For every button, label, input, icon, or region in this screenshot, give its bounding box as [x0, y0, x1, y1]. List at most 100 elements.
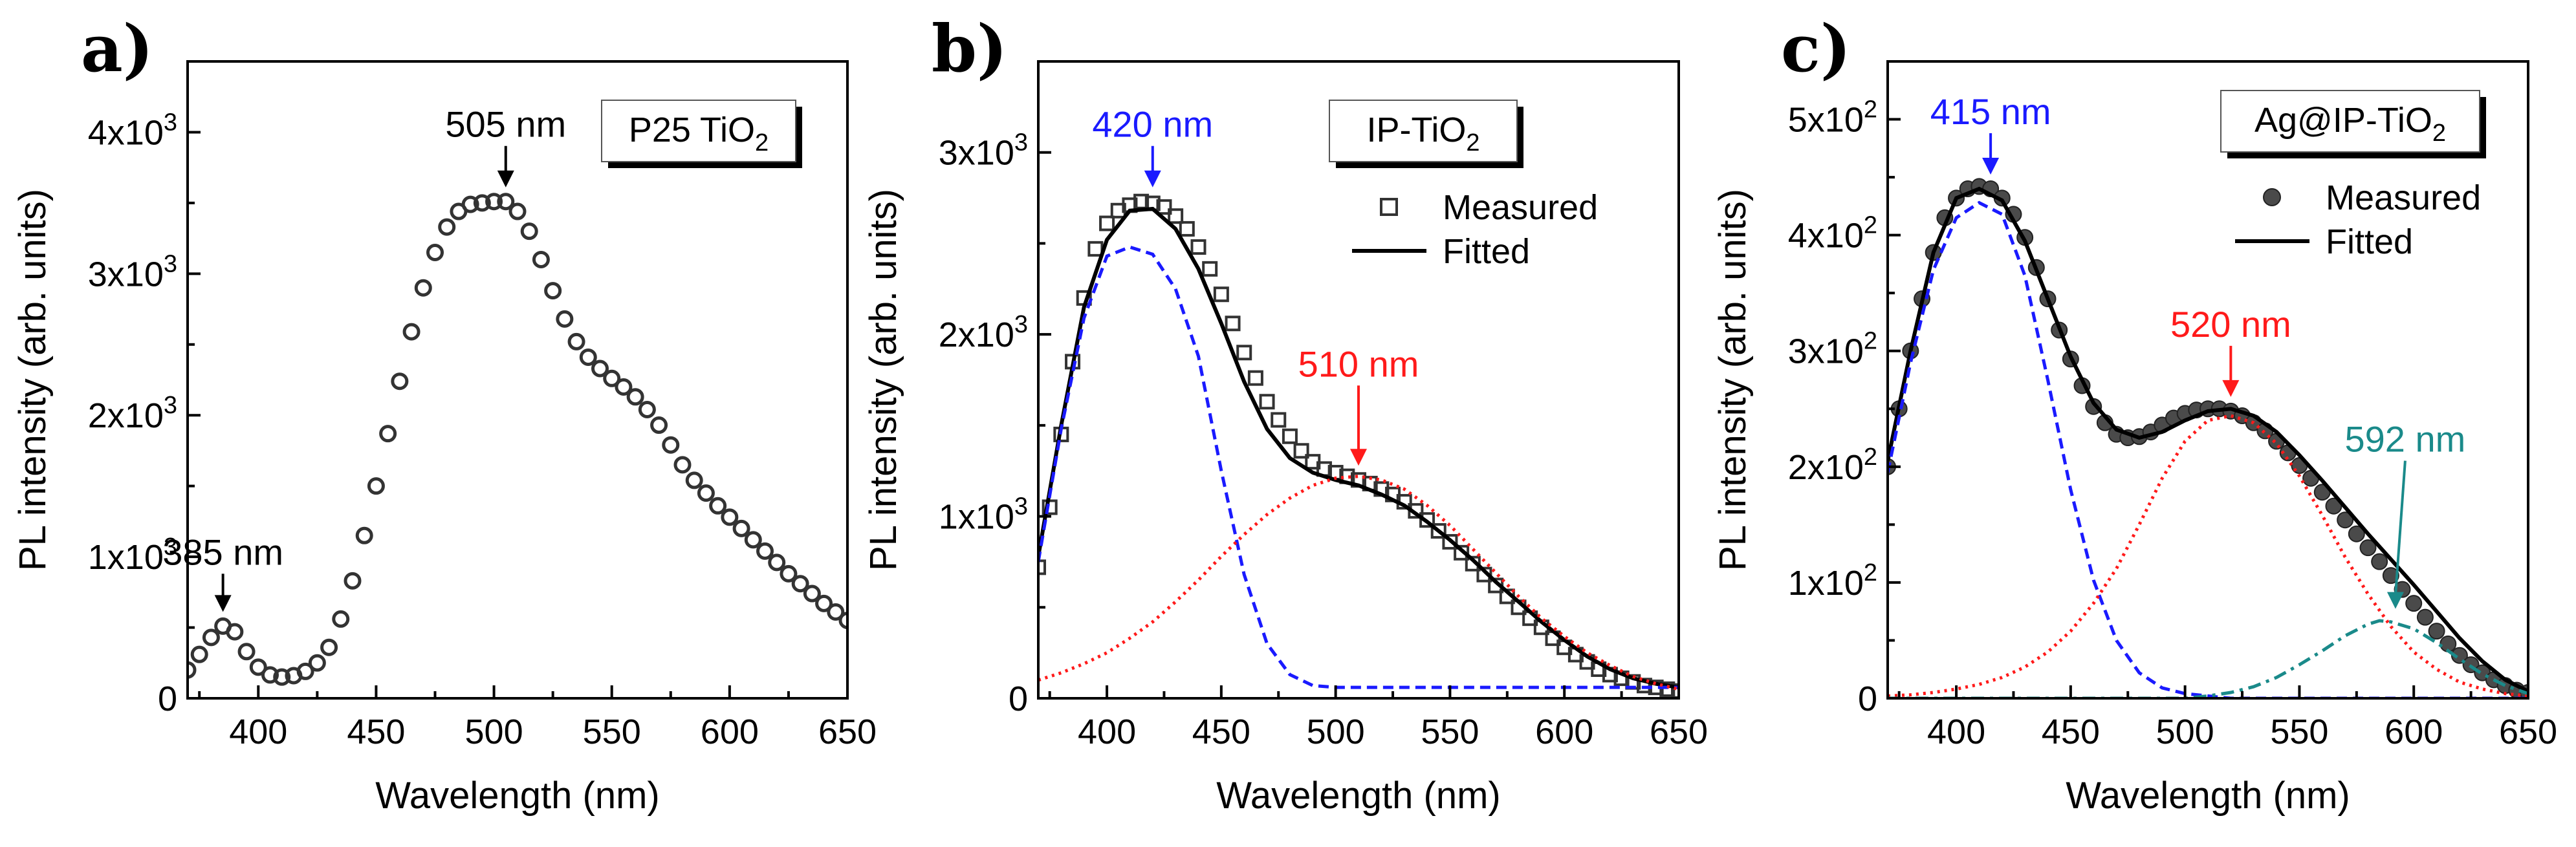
- data-point: [697, 484, 715, 502]
- data-point: [320, 638, 338, 656]
- data-point: [1038, 559, 1046, 575]
- data-point: [461, 195, 479, 213]
- annotation-label: 510 nm: [1298, 343, 1419, 384]
- y-tick-label: 0: [158, 680, 177, 718]
- data-point: [414, 279, 432, 297]
- data-point: [188, 661, 197, 679]
- x-tick-label: 400: [1078, 713, 1136, 751]
- data-point: [1271, 412, 1287, 428]
- sample-label-box: IP-TiO2: [1329, 100, 1523, 168]
- series-line-peak-420-nm: [1038, 245, 1679, 689]
- legend-label: Measured: [2326, 178, 2481, 217]
- data-point: [1179, 220, 1195, 237]
- data-point: [1247, 370, 1263, 386]
- x-tick-label: 600: [701, 713, 759, 751]
- data-point: [497, 193, 515, 211]
- y-tick-label: 0: [1858, 680, 1877, 718]
- annotation-arrow-head: [1350, 449, 1367, 466]
- series-peak-520-nm: [1888, 414, 2528, 698]
- data-point: [709, 497, 727, 515]
- plot-frame: [186, 60, 849, 700]
- data-point: [827, 603, 845, 621]
- legend-label: Fitted: [1443, 232, 1530, 271]
- sample-label-text: P25 TiO2: [629, 111, 769, 156]
- data-point: [520, 222, 538, 241]
- annotation-arrow-head: [214, 595, 232, 612]
- series-line-peak-520-nm: [1888, 414, 2528, 698]
- y-tick-exponent: 2: [1864, 559, 1877, 586]
- data-point: [2325, 497, 2342, 515]
- data-point: [1442, 533, 1458, 550]
- series-peak-510-nm: [1038, 475, 1679, 691]
- x-tick-label: 600: [2385, 713, 2443, 751]
- x-tick-label: 550: [583, 713, 641, 751]
- data-point: [237, 643, 256, 661]
- data-point: [1454, 544, 1470, 561]
- peak-annotation: 592 nm: [2345, 419, 2466, 609]
- plot-frame: [1037, 60, 1680, 700]
- data-point: [2371, 553, 2388, 570]
- data-point: [2450, 647, 2468, 664]
- annotation-arrow-head: [2386, 592, 2404, 609]
- data-point: [615, 378, 633, 396]
- series-line-fitted: [1038, 206, 1679, 690]
- data-point: [438, 218, 456, 236]
- x-axis-label: Wavelength (nm): [375, 775, 659, 817]
- annotation-label: 520 nm: [2170, 304, 2291, 345]
- data-point: [815, 594, 833, 612]
- sample-label-subscript: 2: [2432, 120, 2446, 147]
- annotation-arrow-head: [1144, 170, 1161, 188]
- panel-label: c): [1781, 10, 1851, 87]
- y-tick-label: 2x102: [1788, 444, 1877, 487]
- legend-label: Fitted: [2326, 222, 2413, 261]
- data-point: [673, 456, 692, 474]
- x-tick-label: 550: [1421, 713, 1479, 751]
- y-tick-label: 3x103: [88, 250, 177, 294]
- data-point: [1168, 208, 1184, 224]
- data-point: [2405, 595, 2423, 612]
- annotation-arrow-shaft: [2394, 460, 2407, 596]
- panel-label: b): [932, 10, 1007, 87]
- peak-annotation: 520 nm: [2170, 304, 2291, 397]
- data-point: [379, 425, 397, 443]
- y-tick-exponent: 3: [1014, 493, 1028, 520]
- data-point: [638, 400, 656, 418]
- sample-label-box: Ag@IP-TiO2: [2220, 90, 2486, 158]
- legend: Measured Fitted: [1352, 188, 1598, 271]
- annotation-arrow-head: [2222, 380, 2240, 397]
- data-point: [2382, 567, 2399, 584]
- data-point: [344, 572, 362, 590]
- peak-annotation: 510 nm: [1298, 343, 1419, 466]
- series-line-peak-592-nm: [1888, 619, 2528, 698]
- x-axis-label: Wavelength (nm): [1216, 775, 1500, 817]
- legend-label: Measured: [1443, 188, 1598, 227]
- data-point: [355, 526, 373, 544]
- plot-area: [1888, 178, 2528, 698]
- data-point: [261, 666, 279, 684]
- data-point: [685, 471, 703, 489]
- data-point: [603, 369, 621, 387]
- y-tick-label: 4x103: [88, 109, 177, 152]
- legend-marker: [2263, 188, 2281, 206]
- plot-area: [188, 193, 847, 686]
- x-tick-label: 650: [1650, 713, 1708, 751]
- data-point: [2359, 539, 2377, 557]
- data-point: [1259, 394, 1275, 410]
- x-tick-label: 450: [2042, 713, 2100, 751]
- data-point: [508, 202, 527, 220]
- data-point: [473, 194, 491, 212]
- x-tick-label: 400: [1927, 713, 1985, 751]
- data-point: [190, 645, 208, 663]
- y-tick-exponent: 3: [1014, 311, 1028, 338]
- annotation-arrow-head: [497, 170, 514, 188]
- series-peak-592-nm: [1888, 619, 2528, 698]
- data-point: [402, 323, 420, 341]
- y-tick-label: 1x102: [1788, 559, 1877, 603]
- sample-box-frame: [2220, 90, 2480, 153]
- x-tick-label: 450: [347, 713, 405, 751]
- data-point: [721, 508, 739, 526]
- plot-frame: [1886, 60, 2529, 700]
- annotation-label: 592 nm: [2345, 419, 2466, 460]
- panel-label: a): [81, 10, 153, 87]
